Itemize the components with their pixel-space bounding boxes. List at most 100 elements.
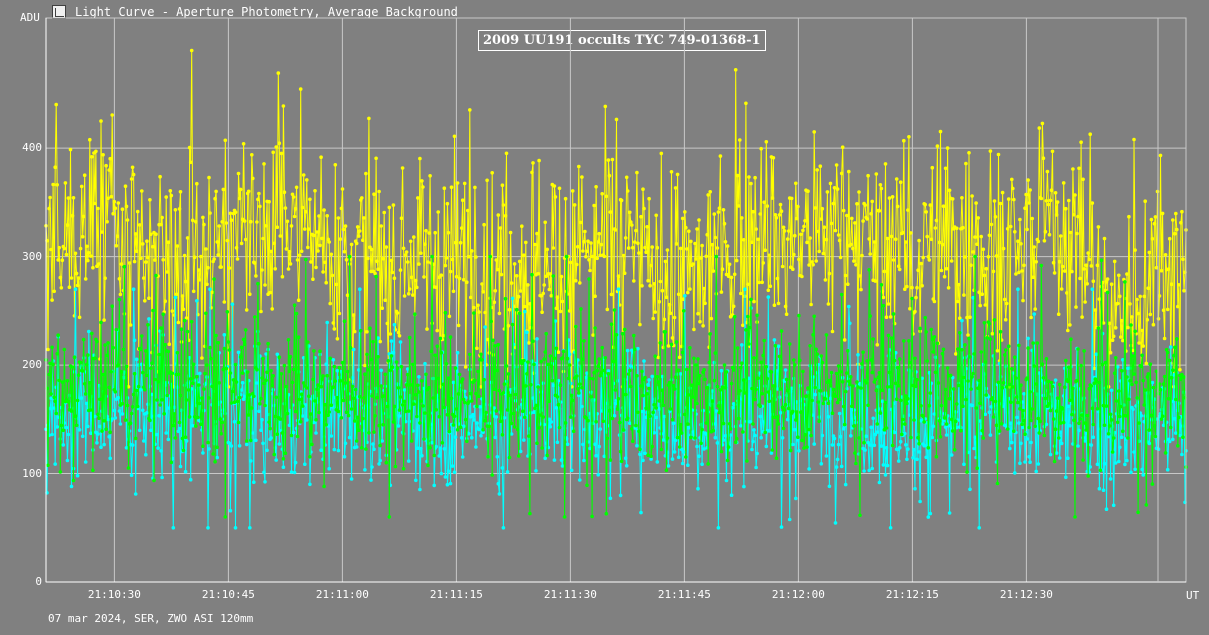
data-point: [1147, 441, 1152, 446]
data-point: [1060, 264, 1065, 269]
data-point: [313, 189, 317, 193]
data-point: [614, 333, 619, 337]
data-point: [1077, 166, 1081, 171]
data-point: [198, 371, 202, 376]
data-point: [531, 161, 535, 165]
data-point: [639, 510, 643, 515]
data-point: [568, 381, 573, 386]
data-point: [173, 208, 178, 212]
data-point: [786, 229, 791, 233]
data-point: [1055, 200, 1060, 204]
data-point: [753, 397, 757, 402]
data-point: [910, 285, 914, 290]
data-point: [442, 186, 447, 190]
data-point: [687, 229, 691, 233]
data-point: [568, 260, 573, 265]
data-point: [808, 344, 812, 348]
data-point: [249, 219, 253, 224]
data-point: [1175, 227, 1179, 232]
data-point: [976, 216, 980, 220]
data-point: [261, 236, 265, 241]
data-point: [486, 337, 490, 342]
data-point: [781, 426, 786, 431]
data-point: [754, 387, 758, 392]
data-point: [382, 210, 387, 215]
data-point: [911, 456, 915, 460]
data-point: [907, 339, 911, 343]
data-point: [941, 204, 946, 208]
data-point: [731, 368, 736, 372]
data-point: [1050, 404, 1055, 408]
data-point: [80, 434, 85, 439]
data-point: [1084, 263, 1088, 268]
data-point: [919, 261, 923, 266]
data-point: [1056, 436, 1061, 440]
data-point: [883, 400, 888, 405]
data-point: [454, 407, 459, 411]
data-point: [1026, 336, 1030, 341]
data-point: [924, 455, 928, 460]
data-point: [988, 149, 993, 153]
data-point: [445, 201, 450, 206]
data-point: [503, 214, 508, 218]
data-point: [343, 381, 348, 385]
data-point: [246, 413, 251, 417]
data-point: [398, 395, 403, 399]
data-point: [548, 272, 553, 276]
data-point: [98, 424, 102, 429]
data-point: [838, 370, 843, 374]
data-point: [1143, 388, 1147, 392]
data-point: [1123, 280, 1127, 284]
data-point: [241, 397, 246, 402]
data-point: [447, 429, 452, 434]
data-point: [1028, 390, 1032, 394]
data-point: [604, 194, 609, 199]
data-point: [994, 254, 999, 258]
data-point: [431, 396, 435, 400]
data-point: [868, 314, 872, 318]
data-point: [1098, 468, 1103, 473]
data-point: [416, 196, 420, 200]
data-point: [780, 436, 785, 440]
data-point: [298, 87, 303, 91]
data-point: [726, 274, 731, 279]
data-point: [74, 271, 79, 276]
data-point: [267, 199, 271, 204]
data-point: [232, 400, 237, 405]
data-point: [992, 199, 997, 203]
data-point: [846, 349, 850, 353]
data-point: [145, 411, 149, 415]
data-point: [254, 438, 258, 443]
data-point: [353, 387, 358, 392]
data-point: [721, 208, 726, 212]
data-point: [1133, 248, 1137, 252]
data-point: [742, 484, 746, 489]
data-point: [751, 439, 755, 444]
data-point: [599, 242, 603, 247]
data-point: [886, 302, 891, 306]
data-point: [968, 487, 972, 492]
data-point: [1010, 367, 1014, 371]
data-point: [1053, 427, 1058, 432]
data-point: [641, 458, 645, 463]
data-point: [483, 419, 487, 423]
data-point: [1140, 353, 1144, 358]
data-point: [497, 311, 502, 316]
data-point: [691, 395, 695, 399]
data-point: [750, 386, 754, 391]
data-point: [1001, 381, 1006, 385]
data-point: [491, 338, 496, 343]
data-point: [226, 340, 231, 344]
data-point: [711, 428, 716, 433]
data-point: [758, 404, 762, 409]
data-point: [898, 439, 903, 444]
data-point: [970, 375, 974, 379]
data-point: [643, 375, 647, 380]
data-point: [365, 352, 369, 357]
data-point: [1176, 444, 1180, 448]
data-point: [438, 336, 443, 341]
data-point: [928, 511, 933, 516]
data-point: [242, 342, 247, 347]
data-point: [396, 330, 401, 335]
data-point: [1086, 474, 1090, 478]
